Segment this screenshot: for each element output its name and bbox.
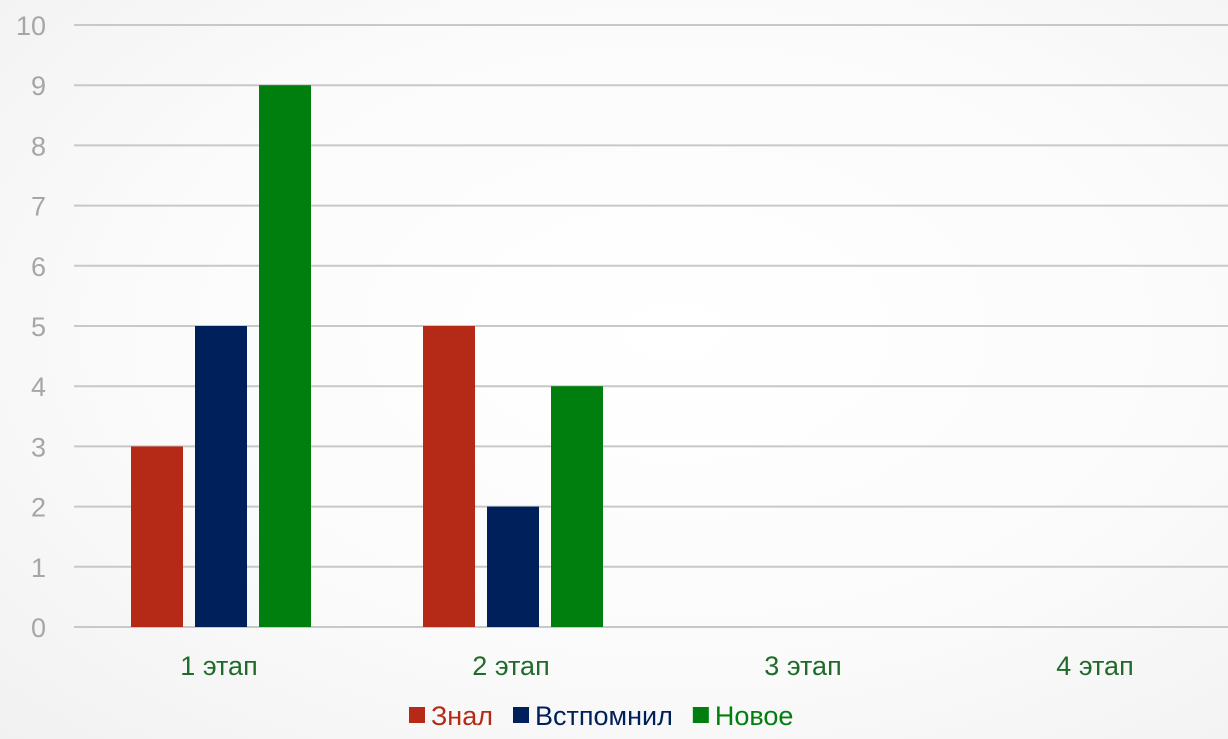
x-category-label: 2 этап [472, 651, 549, 681]
legend-swatch [692, 707, 709, 723]
y-tick-label: 0 [31, 613, 46, 643]
y-tick-label: 1 [31, 553, 46, 583]
bar-2-1 [423, 326, 475, 627]
y-axis-ticks: 0 1 2 3 4 5 6 7 8 9 10 [16, 11, 46, 643]
y-tick-label: 5 [31, 312, 46, 342]
legend[interactable]: Знал Встпомнил Новое [409, 701, 793, 731]
bar-2-3 [551, 386, 603, 627]
x-category-label: 4 этап [1056, 651, 1133, 681]
bar-1-2 [195, 326, 247, 627]
y-tick-label: 7 [31, 192, 46, 222]
y-tick-label: 4 [31, 372, 46, 402]
y-tick-label: 3 [31, 432, 46, 462]
y-tick-label: 9 [31, 71, 46, 101]
legend-label: Знал [431, 701, 493, 731]
gridlines [74, 24, 1228, 628]
y-tick-label: 8 [31, 131, 46, 161]
legend-item[interactable]: Знал [409, 701, 493, 731]
x-category-label: 1 этап [180, 651, 257, 681]
bars [131, 85, 603, 627]
legend-item[interactable]: Встпомнил [513, 701, 673, 731]
y-tick-label: 6 [31, 252, 46, 282]
bar-1-3 [259, 85, 311, 627]
legend-swatch [513, 707, 529, 723]
y-tick-label: 2 [31, 493, 46, 523]
x-category-label: 3 этап [764, 651, 841, 681]
bar-2-2 [487, 506, 539, 627]
x-axis-categories: 1 этап 2 этап 3 этап 4 этап [180, 651, 1133, 681]
legend-label: Встпомнил [535, 701, 673, 731]
legend-label: Новое [715, 701, 794, 731]
y-tick-label: 10 [16, 11, 46, 41]
legend-item[interactable]: Новое [692, 701, 794, 731]
bar-1-1 [131, 446, 183, 627]
legend-swatch [409, 707, 425, 723]
